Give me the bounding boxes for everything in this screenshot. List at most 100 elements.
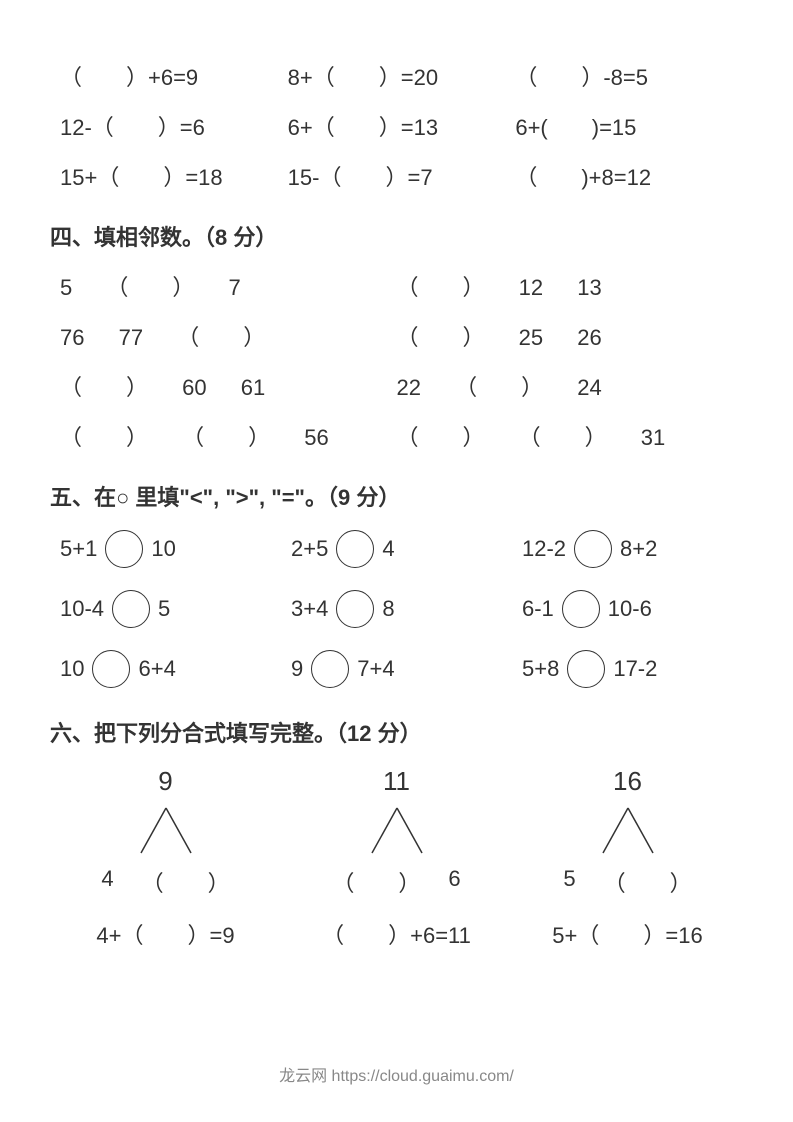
split-equation: 5+（ ）=16 [552, 918, 702, 950]
adj-item: （ ） [60, 420, 148, 452]
adj-item: （ ） [182, 420, 270, 452]
split-cell: 9 4 （ ） 4+（ ）=9 [50, 766, 281, 950]
adj-item: 5 [60, 275, 72, 301]
adj-item: 61 [241, 375, 265, 401]
compare-right: 8+2 [620, 536, 657, 562]
adj-item: 60 [182, 375, 206, 401]
split-bottom: 5 （ ） [563, 866, 691, 898]
compare-right: 10-6 [608, 596, 652, 622]
compare-cell: 3+4 8 [281, 590, 512, 628]
compare-left: 5+8 [522, 656, 559, 682]
equation-cell: 15-（ ）=7 [288, 160, 516, 192]
equation-cell: 12-（ ）=6 [50, 110, 288, 142]
split-cell: 11 （ ） 6 （ ）+6=11 [281, 766, 512, 950]
section-heading-4: 四、填相邻数。（8 分） [50, 220, 743, 252]
compare-right: 8 [382, 596, 394, 622]
circle-blank-icon [562, 590, 600, 628]
compare-left: 10 [60, 656, 84, 682]
split-right: （ ） [604, 866, 692, 898]
compare-cell: 9 7+4 [281, 650, 512, 688]
circle-blank-icon [92, 650, 130, 688]
adjacent-row: 76 77 （ ） （ ） 25 26 [50, 320, 743, 352]
compare-right: 6+4 [138, 656, 175, 682]
compare-left: 12-2 [522, 536, 566, 562]
compare-cell: 6-1 10-6 [512, 590, 743, 628]
compare-left: 2+5 [291, 536, 328, 562]
split-right: （ ） [142, 866, 230, 898]
compare-cell: 5+1 10 [50, 530, 281, 568]
adj-item: 7 [229, 275, 241, 301]
adjacent-right: （ ） 25 26 [397, 320, 744, 352]
adj-item: （ ） [397, 270, 485, 302]
compare-right: 17-2 [613, 656, 657, 682]
compare-right: 10 [151, 536, 175, 562]
adj-item: 76 [60, 325, 84, 351]
adjacent-row: （ ） 60 61 22 （ ） 24 [50, 370, 743, 402]
equation-cell: （ ）-8=5 [515, 60, 743, 92]
equation-row: 15+（ ）=18 15-（ ）=7 （ )+8=12 [50, 160, 743, 192]
adjacent-left: 76 77 （ ） [50, 320, 397, 352]
compare-right: 7+4 [357, 656, 394, 682]
compare-left: 6-1 [522, 596, 554, 622]
compare-cell: 10 6+4 [50, 650, 281, 688]
adj-item: 31 [641, 425, 665, 451]
split-equation: （ ）+6=11 [322, 918, 471, 950]
split-cell: 16 5 （ ） 5+（ ）=16 [512, 766, 743, 950]
equation-cell: 6+（ ）=13 [288, 110, 516, 142]
section-heading-5: 五、在○ 里填"<", ">", "="。（9 分） [50, 480, 743, 512]
circle-blank-icon [567, 650, 605, 688]
equation-cell: （ ）+6=9 [50, 60, 288, 92]
compare-row: 5+1 10 2+5 4 12-2 8+2 [50, 530, 743, 568]
adj-item: （ ） [60, 370, 148, 402]
compare-row: 10 6+4 9 7+4 5+8 17-2 [50, 650, 743, 688]
split-branch-icon [588, 803, 668, 858]
split-top: 9 [158, 766, 172, 797]
adj-item: 25 [519, 325, 543, 351]
split-row: 9 4 （ ） 4+（ ）=9 11 （ ） 6 （ ）+6=11 16 5 （… [50, 766, 743, 950]
circle-blank-icon [105, 530, 143, 568]
compare-left: 10-4 [60, 596, 104, 622]
adj-item: 13 [577, 275, 601, 301]
compare-row: 10-4 5 3+4 8 6-1 10-6 [50, 590, 743, 628]
adj-item: 26 [577, 325, 601, 351]
circle-blank-icon [311, 650, 349, 688]
equation-cell: （ )+8=12 [515, 160, 743, 192]
split-bottom: 4 （ ） [101, 866, 229, 898]
adj-item: 12 [519, 275, 543, 301]
split-left: （ ） [332, 866, 420, 898]
equation-cell: 15+（ ）=18 [50, 160, 288, 192]
compare-right: 5 [158, 596, 170, 622]
adjacent-right: （ ） 12 13 [397, 270, 744, 302]
split-bottom: （ ） 6 [332, 866, 460, 898]
split-right: 6 [448, 866, 460, 898]
compare-cell: 5+8 17-2 [512, 650, 743, 688]
adj-item: 24 [577, 375, 601, 401]
compare-cell: 12-2 8+2 [512, 530, 743, 568]
adjacent-left: 5 （ ） 7 [50, 270, 397, 302]
adj-item: 56 [304, 425, 328, 451]
adj-item: 77 [119, 325, 143, 351]
equation-row: （ ）+6=9 8+（ ）=20 （ ）-8=5 [50, 60, 743, 92]
compare-left: 9 [291, 656, 303, 682]
split-left: 5 [563, 866, 575, 898]
circle-blank-icon [112, 590, 150, 628]
adjacent-left: （ ） 60 61 [50, 370, 397, 402]
split-left: 4 [101, 866, 113, 898]
circle-blank-icon [336, 590, 374, 628]
split-top: 16 [613, 766, 642, 797]
split-equation: 4+（ ）=9 [96, 918, 234, 950]
adjacent-row: （ ） （ ） 56 （ ） （ ） 31 [50, 420, 743, 452]
adjacent-right: （ ） （ ） 31 [397, 420, 744, 452]
adj-item: （ ） [106, 270, 194, 302]
split-branch-icon [126, 803, 206, 858]
compare-left: 5+1 [60, 536, 97, 562]
equation-row: 12-（ ）=6 6+（ ）=13 6+( )=15 [50, 110, 743, 142]
adjacent-row: 5 （ ） 7 （ ） 12 13 [50, 270, 743, 302]
equation-cell: 6+( )=15 [515, 110, 743, 142]
adjacent-left: （ ） （ ） 56 [50, 420, 397, 452]
adjacent-right: 22 （ ） 24 [397, 370, 744, 402]
split-top: 11 [383, 766, 410, 797]
adj-item: （ ） [397, 320, 485, 352]
equation-cell: 8+（ ）=20 [288, 60, 516, 92]
adj-item: 22 [397, 375, 421, 401]
